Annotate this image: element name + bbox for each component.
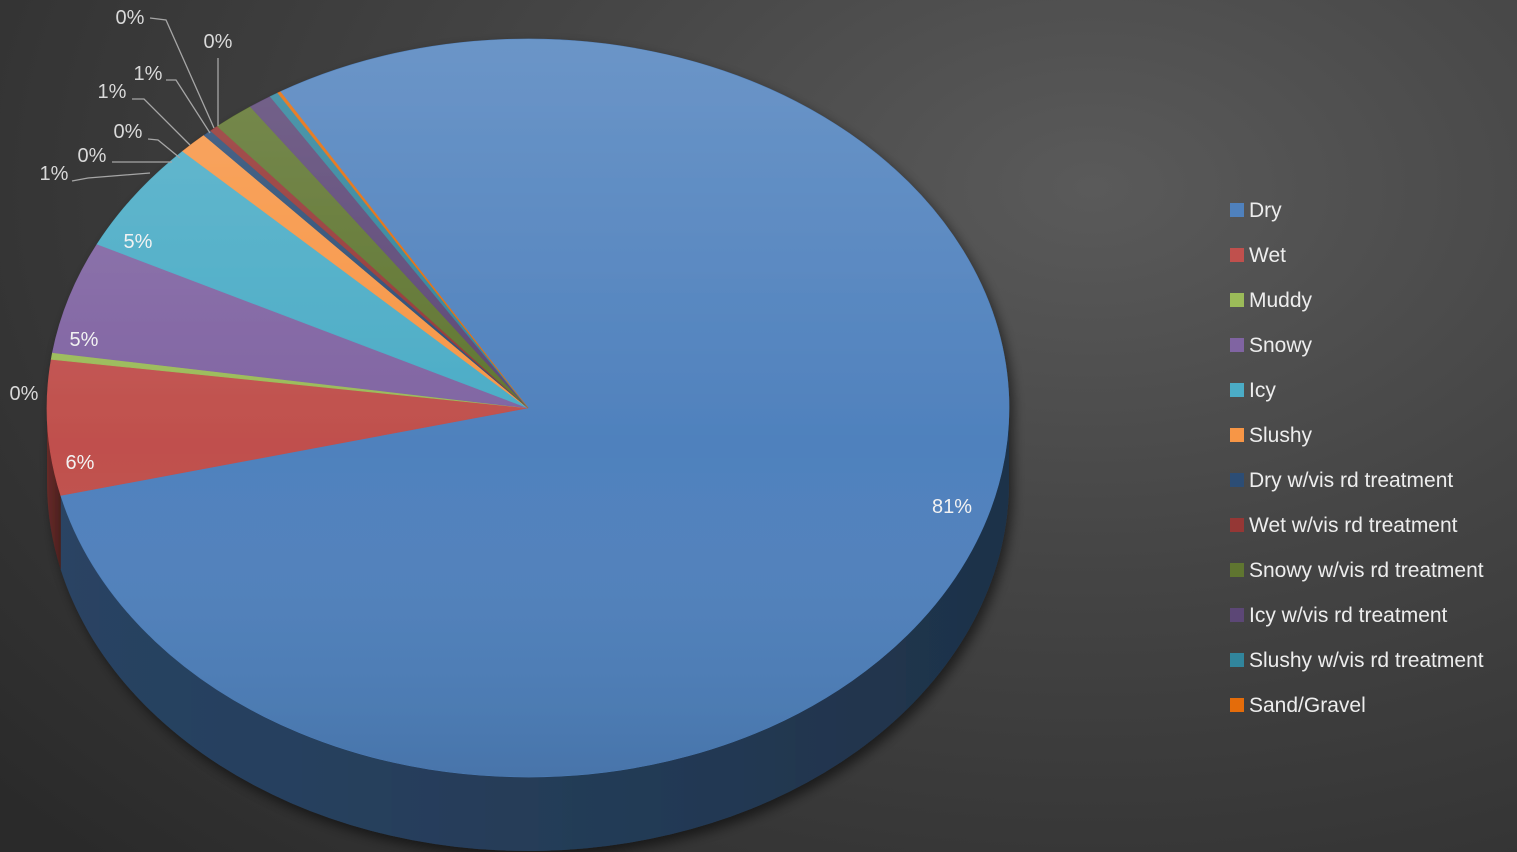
data-label-dry-w-vis-rd-treatment: 0%: [78, 145, 107, 167]
data-label-icy-w-vis-rd-treatment: 1%: [134, 63, 163, 85]
legend-label: Dry: [1249, 199, 1282, 222]
leader-line-slushy-w-vis-rd-treatment: [149, 17, 215, 129]
data-label-slushy: 1%: [40, 163, 69, 185]
data-label-slushy-w-vis-rd-treatment: 0%: [116, 7, 145, 29]
legend-label: Icy: [1249, 379, 1276, 402]
legend-swatch: [1230, 698, 1244, 712]
data-label-wet: 6%: [66, 452, 95, 474]
legend-swatch: [1230, 608, 1244, 622]
legend-swatch: [1230, 473, 1244, 487]
legend-item-slushy-w-vis-rd-treatment: Slushy w/vis rd treatment: [1230, 649, 1484, 672]
legend-item-snowy-w-vis-rd-treatment: Snowy w/vis rd treatment: [1230, 559, 1484, 582]
legend-swatch: [1230, 293, 1244, 307]
legend-swatch: [1230, 203, 1244, 217]
legend-swatch: [1230, 428, 1244, 442]
legend-label: Snowy: [1249, 334, 1313, 357]
pie-plot-area: [46, 38, 1010, 851]
legend-swatch: [1230, 653, 1244, 667]
legend-item-wet-w-vis-rd-treatment: Wet w/vis rd treatment: [1230, 514, 1458, 537]
legend-label: Dry w/vis rd treatment: [1249, 469, 1453, 492]
legend-label: Muddy: [1249, 289, 1313, 312]
legend-swatch: [1230, 518, 1244, 532]
data-label-icy: 5%: [124, 231, 153, 253]
legend-item-dry: Dry: [1230, 199, 1282, 222]
legend-label: Icy w/vis rd treatment: [1249, 604, 1448, 627]
pie-side-shade: [47, 408, 61, 570]
legend-item-icy: Icy: [1230, 379, 1276, 402]
pie-top-sheen: [47, 39, 1009, 777]
legend-item-muddy: Muddy: [1230, 289, 1313, 312]
legend-label: Sand/Gravel: [1249, 694, 1366, 717]
legend-label: Snowy w/vis rd treatment: [1249, 559, 1484, 582]
data-label-snowy: 5%: [70, 329, 99, 351]
legend-label: Slushy w/vis rd treatment: [1249, 649, 1484, 672]
leader-line-icy-w-vis-rd-treatment: [166, 79, 211, 134]
leader-line-slushy: [71, 172, 151, 182]
pie-side-shade: [60, 408, 1009, 851]
legend-swatch: [1230, 563, 1244, 577]
data-label-wet-w-vis-rd-treatment: 0%: [114, 121, 143, 143]
legend-item-slushy: Slushy: [1230, 424, 1313, 447]
leader-line-snowy-w-vis-rd-treatment: [132, 98, 191, 146]
data-label-sand-gravel: 0%: [204, 31, 233, 53]
legend-swatch: [1230, 338, 1244, 352]
legend: Dry Wet Muddy Snowy Icy Slushy Dry w/vis rd tr…: [1230, 199, 1484, 717]
data-label-snowy-w-vis-rd-treatment: 1%: [98, 81, 127, 103]
data-label-dry: 81%: [932, 496, 972, 518]
leader-line-wet-w-vis-rd-treatment: [147, 138, 181, 159]
legend-label: Slushy: [1249, 424, 1313, 447]
legend-item-wet: Wet: [1230, 244, 1286, 267]
legend-swatch: [1230, 248, 1244, 262]
legend-item-snowy: Snowy: [1230, 334, 1313, 357]
legend-swatch: [1230, 383, 1244, 397]
legend-label: Wet w/vis rd treatment: [1249, 514, 1458, 537]
legend-label: Wet: [1249, 244, 1286, 267]
data-labels: 81% 6% 0% 5% 5% 1% 0% 0% 1% 1% 0% 0%: [10, 7, 973, 518]
legend-item-icy-w-vis-rd-treatment: Icy w/vis rd treatment: [1230, 604, 1448, 627]
data-label-muddy: 0%: [10, 383, 39, 405]
legend-item-sand-gravel: Sand/Gravel: [1230, 694, 1366, 717]
legend-item-dry-w-vis-rd-treatment: Dry w/vis rd treatment: [1230, 469, 1453, 492]
